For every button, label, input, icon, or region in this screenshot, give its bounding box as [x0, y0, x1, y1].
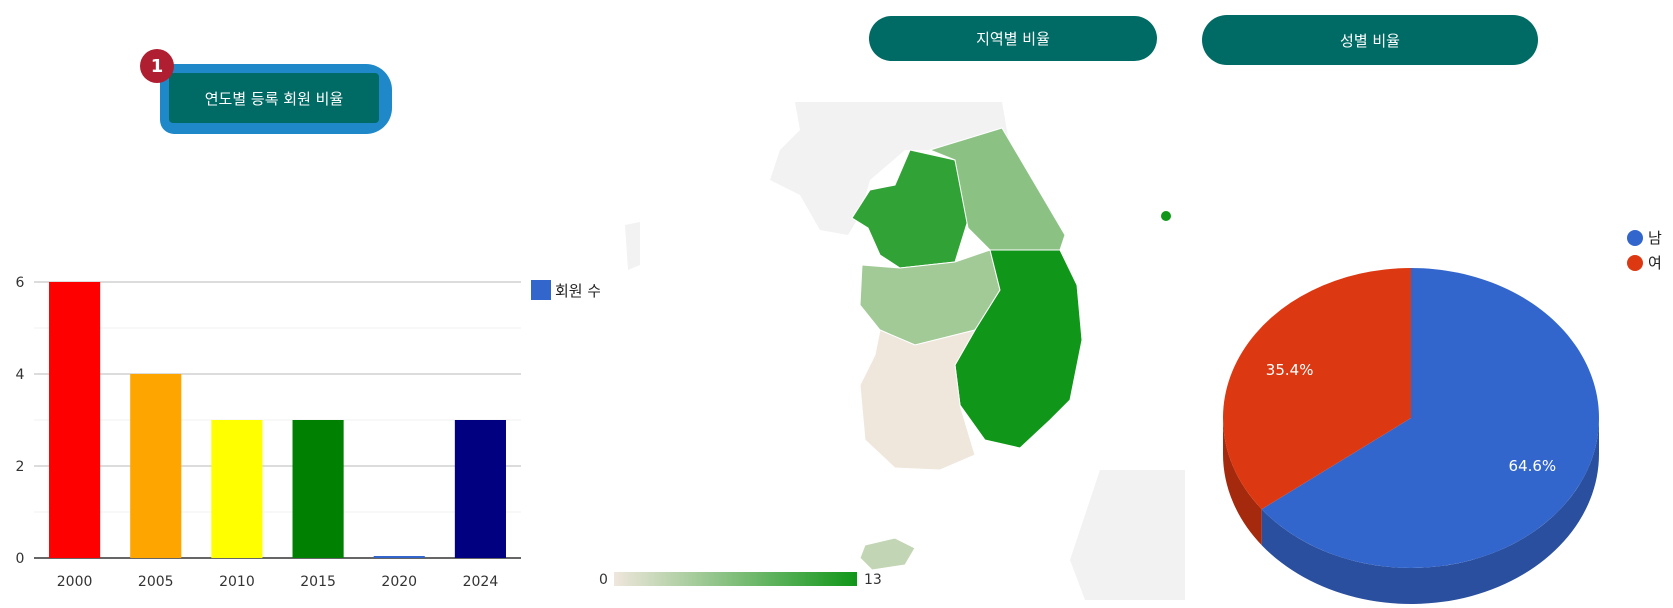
bar-2005[interactable] [130, 374, 182, 558]
region-islet [1161, 211, 1171, 221]
background-land-east [1070, 470, 1185, 600]
gender-ratio-button[interactable]: 성별 비율 [1202, 15, 1538, 65]
bar-2010[interactable] [211, 420, 263, 558]
legend-label-남: 남 [1648, 229, 1662, 247]
yearly-bar-chart: 0 2 4 6 2000 2005 2010 2015 2020 2024 회원 수 [16, 275, 600, 590]
y-tick-label: 0 [16, 551, 25, 567]
region-ratio-button[interactable]: 지역별 비율 [869, 16, 1157, 61]
pie-label-남: 64.6% [1509, 457, 1557, 475]
legend-label: 회원 수 [555, 282, 600, 300]
pie-side-여 [1223, 418, 1262, 546]
bar-2000[interactable] [49, 282, 101, 558]
bar-2024[interactable] [454, 420, 506, 558]
legend-dot-여 [1627, 255, 1643, 271]
y-tick-label: 4 [16, 367, 25, 383]
x-tick-label: 2024 [463, 574, 499, 590]
bar-2020[interactable] [373, 556, 425, 558]
y-tick-label: 6 [16, 275, 25, 291]
legend-dot-남 [1627, 230, 1643, 246]
x-tick-label: 2020 [381, 574, 417, 590]
legend-label-여: 여 [1648, 254, 1662, 272]
pie-label-여: 35.4% [1266, 361, 1314, 379]
yearly-members-button[interactable]: 연도별 등록 회원 비율 [169, 73, 379, 123]
x-tick-label: 2000 [57, 574, 93, 590]
bar-2015[interactable] [292, 420, 344, 558]
region-jeolla[interactable] [859, 329, 977, 471]
pie-slice-남[interactable] [1261, 268, 1599, 568]
legend-swatch [531, 280, 551, 300]
scale-min-label: 0 [599, 572, 608, 588]
pie-slice-여[interactable] [1223, 268, 1411, 510]
y-tick-label: 2 [16, 459, 25, 475]
x-tick-label: 2010 [219, 574, 255, 590]
x-tick-label: 2005 [138, 574, 174, 590]
color-scale-bar [614, 572, 857, 586]
x-tick-label: 2015 [300, 574, 336, 590]
pie-side-남 [1261, 418, 1599, 604]
step-badge: 1 [140, 49, 174, 83]
region-jeju[interactable] [859, 537, 916, 571]
scale-max-label: 13 [864, 572, 882, 588]
background-land-north [770, 102, 1012, 235]
background-island-west [625, 222, 640, 270]
